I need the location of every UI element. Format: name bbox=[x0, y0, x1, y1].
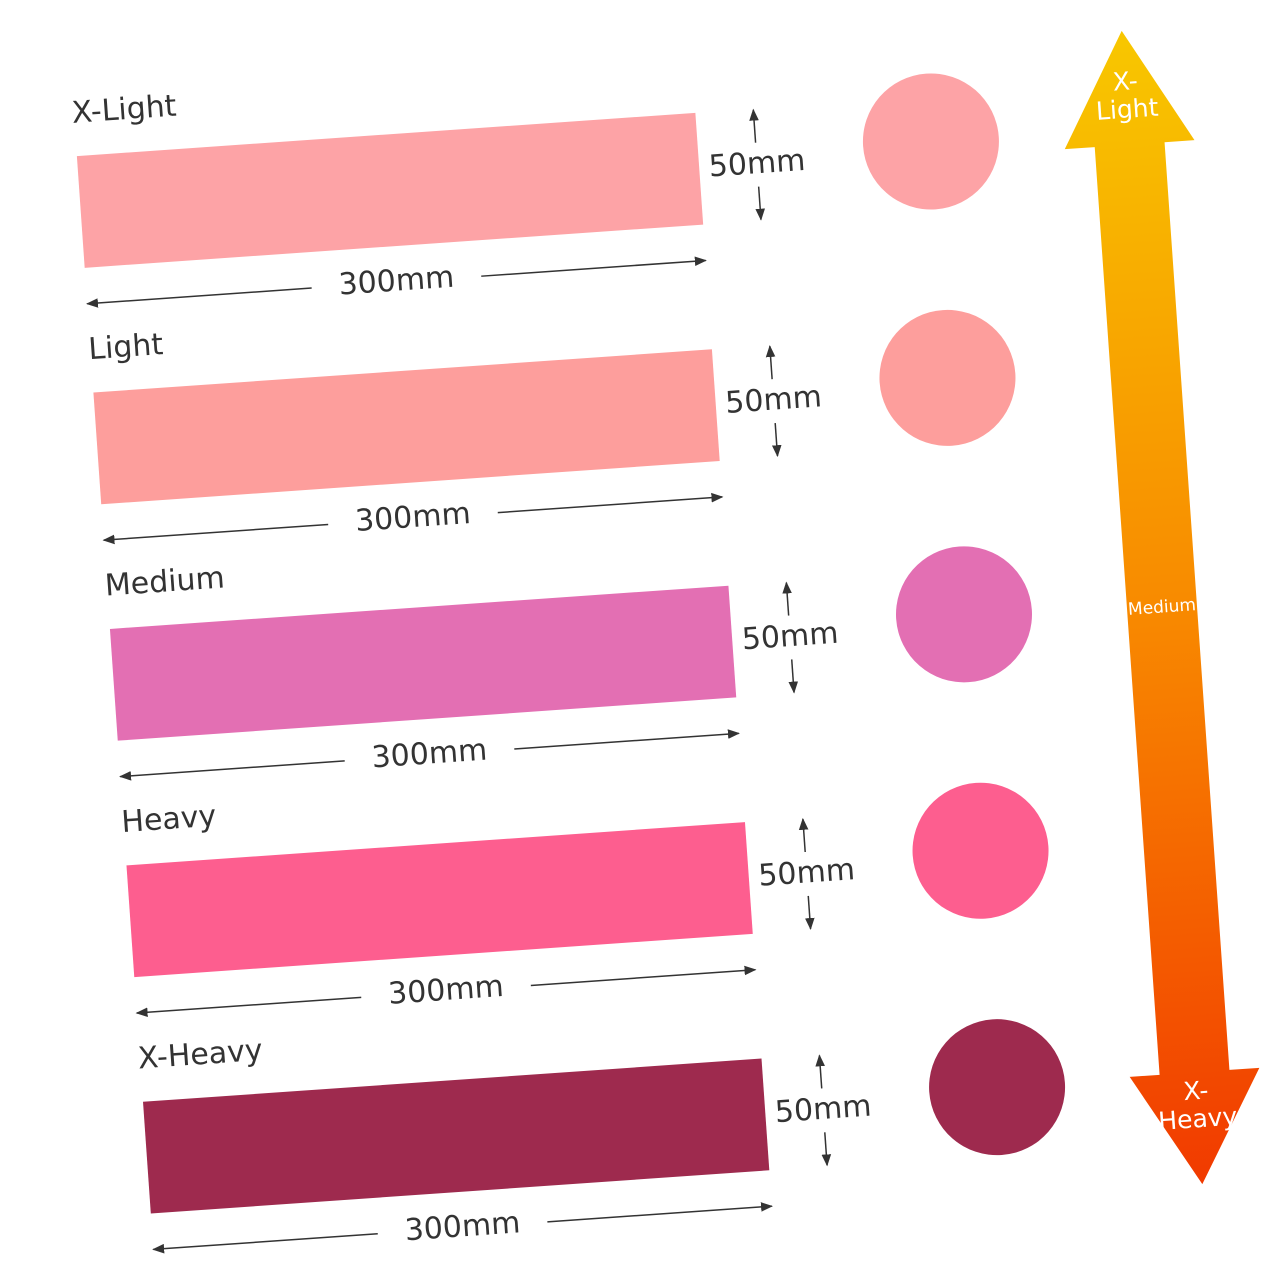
dim-line bbox=[497, 492, 724, 514]
row-label: Medium bbox=[104, 560, 226, 603]
height-label: 50mm bbox=[757, 852, 856, 894]
dim-line bbox=[765, 345, 776, 380]
dim-line bbox=[788, 659, 799, 694]
dim-line bbox=[119, 760, 345, 781]
length-label: 300mm bbox=[387, 969, 505, 1012]
dim-line bbox=[152, 1232, 378, 1254]
scale-label: X- bbox=[1182, 1075, 1209, 1106]
length-label: 300mm bbox=[354, 496, 472, 539]
swatch bbox=[929, 1019, 1066, 1156]
dim-line bbox=[514, 729, 740, 750]
dim-line bbox=[749, 108, 759, 143]
row-label: Light bbox=[87, 327, 164, 367]
content: X-Light300mm50mmLight300mm50mmMedium300m… bbox=[71, 30, 1260, 1254]
length-label: 300mm bbox=[337, 260, 455, 303]
row-label: Heavy bbox=[120, 799, 217, 841]
dim-line bbox=[821, 1132, 832, 1167]
strip bbox=[76, 112, 704, 268]
length-label: 300mm bbox=[370, 732, 488, 775]
strip bbox=[109, 585, 737, 741]
row-label: X-Light bbox=[71, 89, 178, 131]
dim-line bbox=[481, 256, 707, 277]
strip bbox=[143, 1058, 770, 1214]
dim-line bbox=[771, 422, 782, 458]
row-label: X-Heavy bbox=[137, 1033, 264, 1077]
swatch bbox=[912, 782, 1049, 919]
dim-line bbox=[805, 895, 815, 931]
strip bbox=[126, 822, 753, 978]
dim-line bbox=[102, 523, 329, 545]
swatch bbox=[879, 309, 1016, 446]
length-label: 300mm bbox=[404, 1205, 522, 1248]
dim-line bbox=[782, 581, 792, 616]
dim-line bbox=[815, 1054, 825, 1089]
dim-line bbox=[798, 817, 809, 853]
height-label: 50mm bbox=[724, 379, 823, 421]
scale-label: Heavy bbox=[1157, 1102, 1238, 1136]
dim-line bbox=[530, 965, 757, 987]
height-label: 50mm bbox=[774, 1089, 873, 1131]
strip bbox=[93, 349, 720, 505]
scale-label: Medium bbox=[1127, 595, 1196, 620]
swatch bbox=[862, 73, 999, 210]
dim-line bbox=[547, 1202, 774, 1223]
scale-label: Light bbox=[1095, 93, 1159, 126]
scale-label: X- bbox=[1112, 66, 1139, 97]
height-label: 50mm bbox=[708, 143, 807, 185]
dim-line bbox=[86, 287, 312, 308]
dim-line bbox=[135, 996, 362, 1018]
scale-arrow bbox=[1064, 30, 1260, 1185]
height-label: 50mm bbox=[741, 616, 840, 658]
swatch bbox=[895, 546, 1032, 683]
dim-line bbox=[755, 186, 765, 221]
